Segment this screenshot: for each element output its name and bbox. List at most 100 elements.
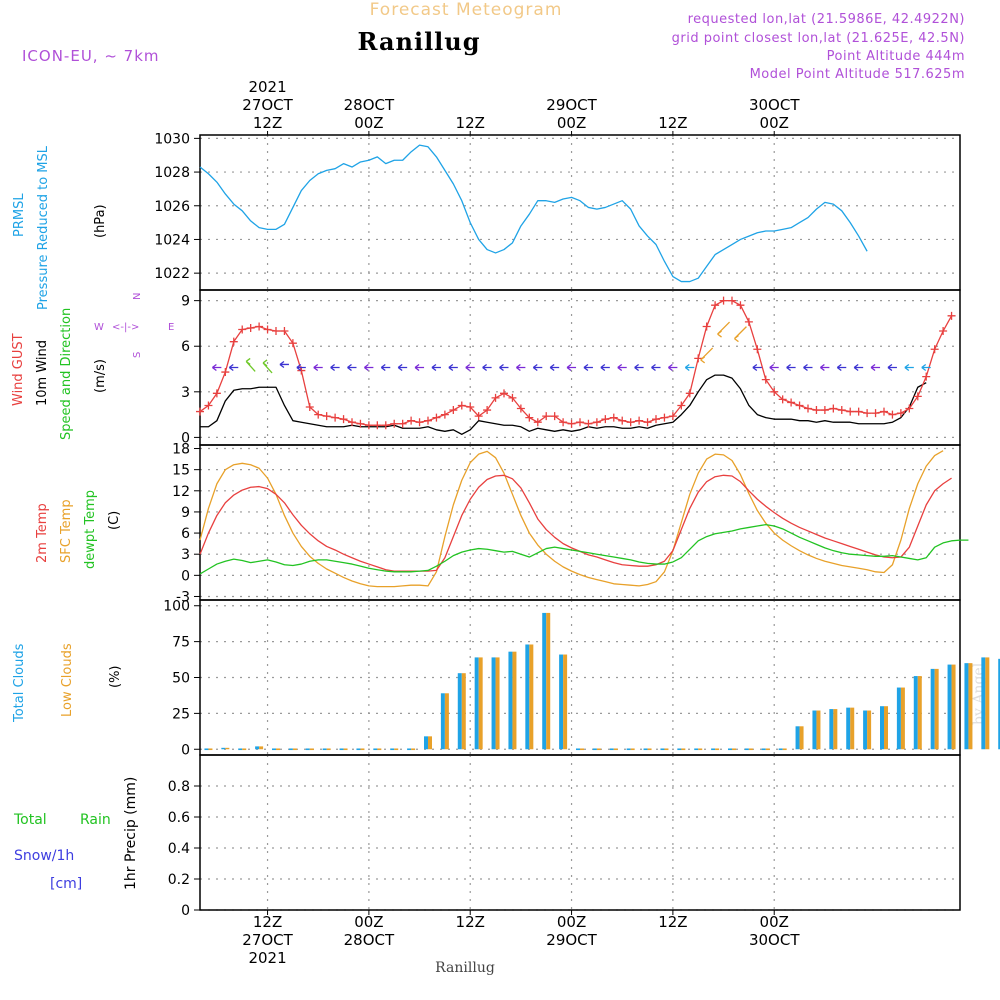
wind-direction-arrow	[651, 363, 661, 372]
gust-marker	[567, 419, 576, 428]
wind-direction-arrow	[921, 363, 931, 372]
gust-marker	[635, 416, 644, 425]
dewpt-line	[199, 523, 969, 575]
total-clouds-bar	[322, 748, 327, 751]
low-clouds-bar	[850, 707, 855, 750]
low-clouds-bar	[276, 748, 280, 751]
low-clouds-bar	[985, 657, 990, 750]
wind-direction-arrow	[380, 363, 391, 372]
total-clouds-bar	[930, 668, 935, 750]
total-clouds-bar	[998, 658, 1000, 750]
gust-marker	[846, 407, 855, 416]
model-label: ICON-EU, ~ 7km	[22, 47, 160, 65]
gust-marker	[221, 368, 230, 377]
gust-marker	[212, 389, 221, 398]
temp-ytick-label: 12	[172, 484, 190, 500]
wind-direction-arrow	[583, 363, 593, 372]
gust-marker	[668, 412, 677, 421]
low-clouds-bar	[934, 668, 939, 750]
gust-marker	[584, 419, 593, 428]
top-time-label: 28OCT	[344, 96, 395, 114]
gust-marker	[947, 311, 956, 320]
low-clouds-bar	[816, 710, 821, 750]
low-clouds-bar	[326, 748, 331, 751]
low-clouds-bar	[343, 748, 348, 751]
gust-marker	[449, 406, 458, 415]
clouds-panel: 0 25 50 75 100	[163, 599, 1000, 758]
pressure-ytick-label: 1028	[154, 165, 190, 181]
total-clouds-bar	[592, 748, 597, 751]
pressure-frame	[199, 134, 961, 291]
rain-label: Rain	[80, 812, 111, 828]
total-clouds-bar	[407, 748, 412, 751]
low-clouds-bar	[884, 706, 888, 750]
low-clouds-bar	[461, 673, 466, 750]
total-clouds-bar	[474, 657, 479, 750]
prmsl-line	[199, 144, 868, 283]
wind-direction-arrow	[499, 363, 509, 372]
total-clouds-bar	[204, 748, 209, 751]
gust-marker	[288, 339, 297, 348]
wind-direction-arrow	[836, 363, 847, 372]
wind-ytick-label: 6	[181, 339, 190, 355]
total-clouds-bar	[795, 726, 800, 750]
prmsl-label: PRMSL	[12, 193, 27, 237]
temp-unit: (C)	[107, 511, 122, 530]
grid-point-coords: grid point closest lon,lat (21.625E, 42.…	[672, 31, 965, 46]
sfc-temp-label: SFC Temp	[59, 499, 74, 563]
total-clouds-bar	[812, 710, 817, 750]
wind-direction-arrow	[566, 363, 577, 372]
gust-marker	[440, 410, 449, 419]
wind-direction-arrow	[347, 363, 357, 372]
wind-direction-arrow	[211, 363, 222, 372]
requested-coords: requested lon,lat (21.5986E, 42.4922N)	[688, 12, 965, 27]
total-clouds-bar	[880, 706, 884, 750]
gust-marker	[812, 406, 821, 415]
pressure-labels: PRMSL Pressure Reduced to MSL (hPa)	[12, 145, 108, 310]
gust-marker	[753, 345, 762, 354]
wind-direction-arrow	[617, 363, 627, 372]
precip-ytick-label: 0.6	[168, 810, 190, 826]
gust-marker	[888, 410, 897, 419]
wind-direction-arrow	[752, 363, 762, 372]
low-clouds-bar	[748, 748, 753, 751]
low-clouds-bar	[444, 693, 449, 750]
low-clouds-bar	[529, 644, 534, 750]
gust-marker	[601, 415, 610, 424]
wind-direction-arrow	[532, 363, 543, 372]
total-clouds-bar	[964, 663, 969, 750]
gust-marker	[348, 418, 356, 427]
gust-marker	[516, 404, 525, 413]
wind10m-line	[200, 374, 927, 436]
bottom-time-label: 12Z	[456, 913, 485, 931]
gust-marker	[305, 403, 314, 412]
top-time-label: 00Z	[557, 114, 586, 132]
gust-marker	[719, 296, 728, 305]
total-clouds-bar	[305, 748, 310, 751]
low-clouds-bar	[732, 748, 736, 751]
wind-direction-arrow	[769, 363, 779, 372]
gust-marker	[255, 322, 264, 331]
total-clouds-bar	[373, 748, 378, 751]
low-clouds-bar	[394, 748, 399, 751]
wind-direction-arrow	[397, 363, 408, 372]
total-clouds-bar	[356, 748, 361, 751]
gust-marker	[871, 409, 880, 418]
precip-unit: 1hr Precip (mm)	[123, 777, 139, 890]
temp-ytick-label: 9	[181, 505, 190, 521]
gust-marker	[407, 416, 416, 425]
total-clouds-bar	[728, 748, 732, 751]
gust-marker	[364, 421, 373, 430]
total-clouds-bar	[542, 612, 547, 750]
gust-marker	[246, 323, 255, 332]
low-clouds-bar	[900, 687, 905, 750]
gust-marker	[559, 418, 568, 427]
dewpt-label: dewpt Temp	[83, 490, 98, 569]
total-clouds-bar	[576, 748, 580, 751]
precip-ytick-label: 0.2	[168, 872, 190, 888]
gust-marker	[761, 375, 770, 384]
gust-marker	[939, 327, 948, 336]
gust-marker	[373, 421, 382, 430]
temp-ytick-label: 18	[172, 442, 190, 458]
gust-marker	[432, 413, 441, 422]
